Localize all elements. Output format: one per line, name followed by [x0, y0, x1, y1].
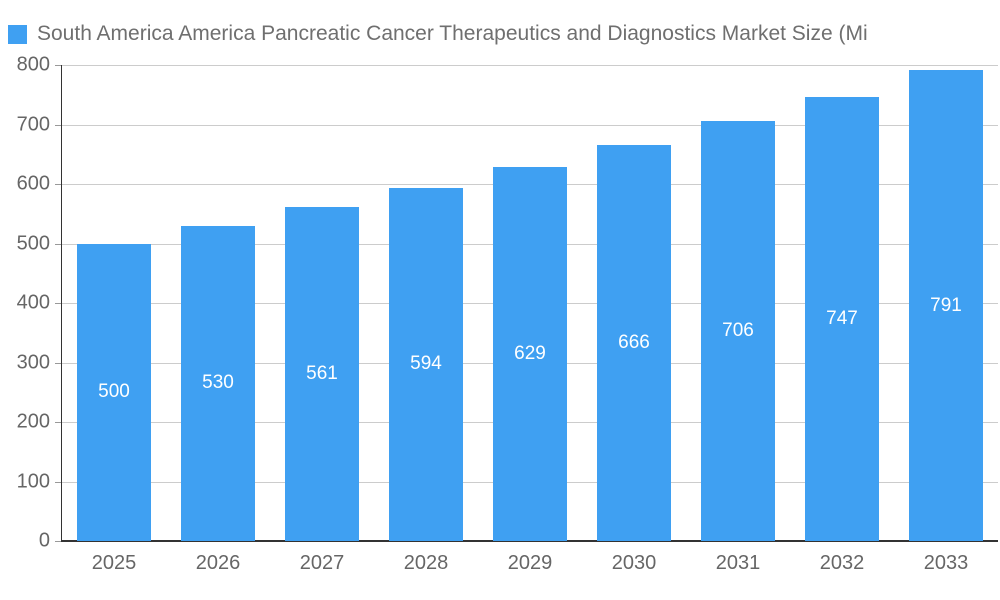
x-axis-tick-label: 2032	[819, 552, 865, 574]
bar-2032[interactable]	[805, 96, 879, 541]
x-axis-tick-label: 2031	[715, 552, 761, 574]
bar-value-label: 629	[514, 342, 546, 364]
y-axis-tick-label: 400	[16, 291, 50, 314]
bar-value-label: 747	[826, 307, 858, 329]
bar-value-label: 530	[202, 372, 234, 394]
y-axis-tick	[55, 422, 61, 423]
y-axis-tick-label: 200	[16, 410, 50, 433]
bar-2025[interactable]	[77, 243, 151, 541]
y-axis-tick	[55, 362, 61, 364]
bar-value-label: 561	[306, 363, 338, 385]
bar-value-label: 594	[410, 353, 442, 375]
y-axis-tick	[55, 303, 61, 304]
legend-label: South America America Pancreatic Cancer …	[37, 22, 868, 45]
y-axis-line	[61, 65, 62, 541]
y-axis-tick-label: 300	[16, 351, 50, 373]
gridline	[62, 124, 998, 126]
x-axis-line	[61, 540, 998, 542]
y-axis-tick	[55, 481, 61, 483]
bar-2029[interactable]	[493, 166, 567, 541]
plot-area: 500 530 561 594 629 666 706 747 791	[55, 65, 998, 542]
bar-value-label: 791	[930, 294, 962, 316]
y-axis-tick-label: 700	[16, 113, 50, 135]
y-axis-tick	[55, 65, 61, 66]
legend-swatch-icon	[8, 24, 27, 44]
x-axis-tick-label: 2025	[91, 552, 137, 574]
y-axis-tick-label: 600	[16, 172, 50, 195]
y-axis-tick-label: 100	[16, 470, 50, 492]
bar-2033[interactable]	[909, 70, 983, 541]
bar-value-label: 500	[98, 381, 130, 403]
y-axis-tick	[55, 243, 61, 245]
y-axis-tick-label: 500	[16, 232, 50, 254]
x-axis-tick-label: 2030	[611, 552, 657, 574]
y-axis-tick-label: 0	[38, 529, 50, 552]
bar-value-label: 706	[722, 319, 754, 341]
bar-2030[interactable]	[597, 144, 671, 541]
x-axis-tick-label: 2028	[403, 552, 449, 574]
x-axis-tick-label: 2033	[923, 552, 969, 574]
x-axis-tick-label: 2026	[195, 552, 241, 574]
y-axis-tick-label: 800	[16, 53, 50, 76]
bar-2027[interactable]	[285, 207, 359, 541]
bar-2026[interactable]	[181, 225, 255, 541]
gridline	[62, 65, 998, 66]
bar-value-label: 666	[618, 331, 650, 353]
x-axis-tick-label: 2029	[507, 552, 553, 574]
y-axis-tick	[55, 184, 61, 185]
bar-2028[interactable]	[389, 187, 463, 541]
x-axis-tick-label: 2027	[299, 552, 345, 574]
chart-legend[interactable]: South America America Pancreatic Cancer …	[8, 22, 1000, 46]
y-axis-tick	[55, 541, 61, 542]
y-axis-tick	[55, 124, 61, 126]
bar-2031[interactable]	[701, 120, 775, 541]
